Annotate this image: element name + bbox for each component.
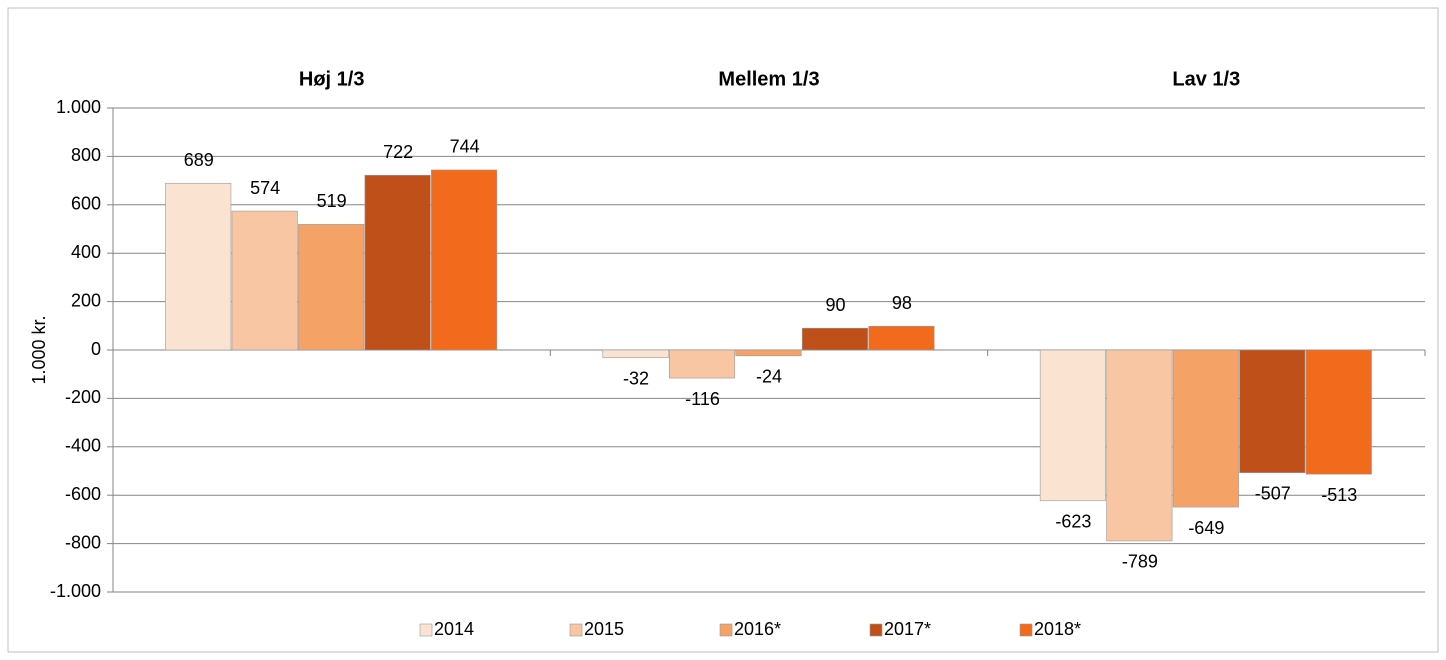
y-tick-label: 200 [71, 290, 101, 310]
data-label: 519 [317, 191, 347, 211]
bar [231, 210, 298, 351]
y-tick-label: 1.000 [56, 97, 101, 117]
bar [298, 224, 365, 351]
legend-swatch [869, 623, 883, 637]
data-label: -24 [756, 367, 782, 387]
legend-label: 2018* [1034, 619, 1081, 639]
bar [1239, 349, 1306, 473]
category-label: Høj 1/3 [299, 68, 365, 90]
data-label: 98 [892, 293, 912, 313]
bar [1172, 349, 1239, 508]
legend-label: 2016* [734, 619, 781, 639]
bar [602, 349, 669, 359]
data-label: -32 [623, 368, 649, 388]
legend-label: 2017* [884, 619, 931, 639]
y-tick-label: -200 [65, 387, 101, 407]
data-label: -623 [1055, 512, 1091, 532]
data-label: 574 [250, 178, 280, 198]
bar [431, 169, 498, 351]
y-tick-label: -800 [65, 532, 101, 552]
bar [735, 349, 802, 357]
bar [165, 182, 232, 351]
legend-swatch [719, 623, 733, 637]
legend-swatch [569, 623, 583, 637]
bar [364, 174, 431, 351]
data-label: -513 [1321, 485, 1357, 505]
data-label: -507 [1255, 483, 1291, 503]
data-label: 744 [450, 137, 480, 157]
bar [1039, 349, 1106, 502]
data-label: -649 [1188, 518, 1224, 538]
y-tick-label: -600 [65, 484, 101, 504]
y-tick-label: -400 [65, 436, 101, 456]
data-label: -116 [685, 389, 720, 409]
legend-label: 2015 [584, 619, 624, 639]
legend-label: 2014 [434, 619, 474, 639]
bar [868, 325, 935, 351]
legend-swatch [419, 623, 433, 637]
y-tick-label: 0 [91, 339, 101, 359]
y-tick-label: -1.000 [50, 581, 101, 601]
y-axis-label: 1.000 kr. [29, 315, 49, 384]
bar [668, 349, 736, 379]
bar [801, 327, 869, 351]
y-tick-label: 400 [71, 242, 101, 262]
data-label: -789 [1122, 552, 1158, 572]
y-tick-label: 800 [71, 145, 101, 165]
bar [1305, 349, 1372, 475]
category-label: Lav 1/3 [1172, 68, 1240, 90]
legend-swatch [1019, 623, 1033, 637]
y-tick-label: 600 [71, 194, 101, 214]
data-label: 722 [383, 142, 413, 162]
bar [1106, 349, 1173, 542]
category-label: Mellem 1/3 [718, 68, 819, 90]
data-label: 90 [825, 295, 845, 315]
data-label: 689 [184, 150, 214, 170]
